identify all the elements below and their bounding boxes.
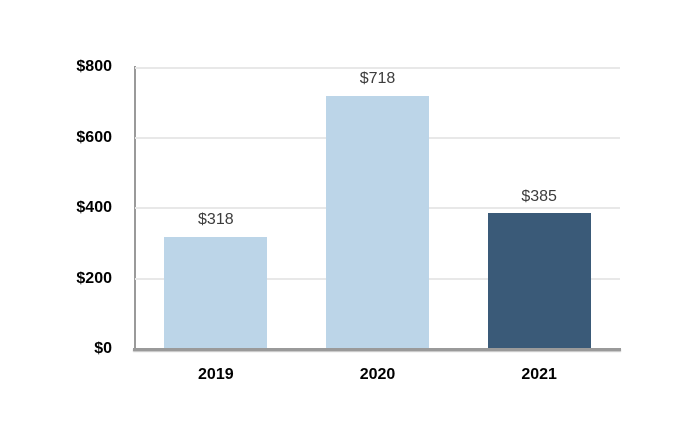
x-tick-label: 2019 xyxy=(198,366,234,383)
bar-2020 xyxy=(326,95,429,349)
x-axis-line xyxy=(133,348,621,351)
y-tick-label: $200 xyxy=(76,269,112,287)
y-tick-label: $0 xyxy=(94,340,112,357)
bar-2021 xyxy=(487,213,591,349)
bar-value-label: $385 xyxy=(521,187,557,205)
x-tick-label: 2021 xyxy=(521,366,557,383)
bar-value-label: $318 xyxy=(198,211,234,229)
y-tick-label: $800 xyxy=(76,58,112,75)
y-tick-label: $600 xyxy=(76,128,112,146)
bar-2019 xyxy=(164,236,268,349)
gridline xyxy=(135,67,620,69)
x-tick-label: 2020 xyxy=(359,366,396,383)
bar-value-label: $718 xyxy=(359,70,396,88)
y-tick-label: $400 xyxy=(76,199,112,216)
plot-area: $318 $718 $385 xyxy=(135,67,620,349)
y-axis: $0 $200 $400 $600 $800 xyxy=(0,0,112,448)
